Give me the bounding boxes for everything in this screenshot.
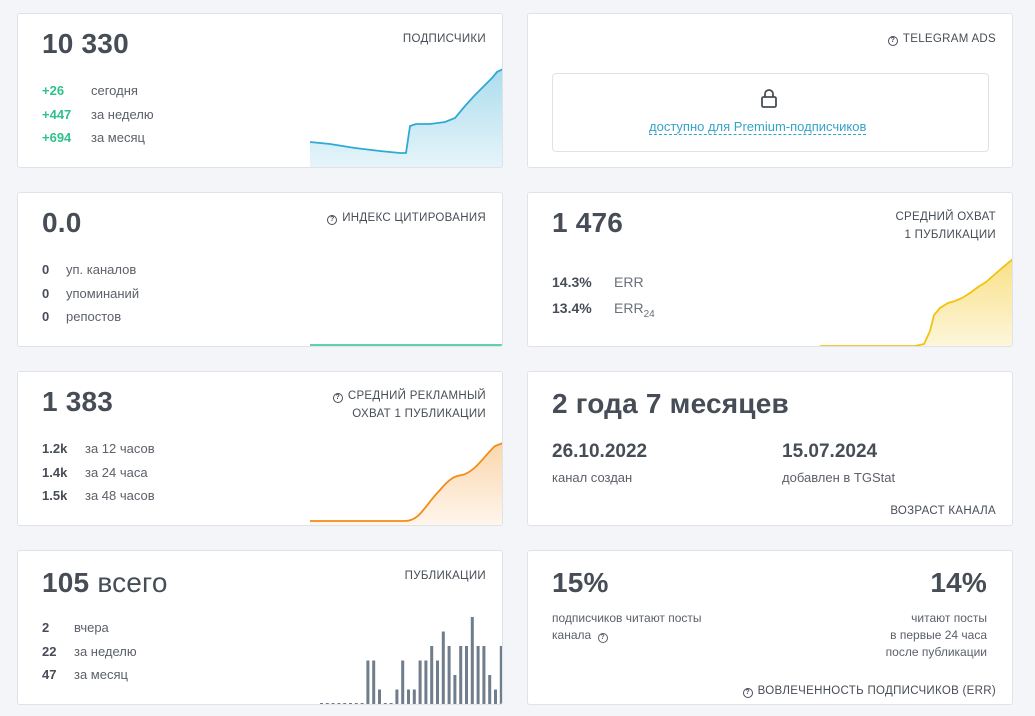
created-date: 26.10.2022 — [552, 441, 648, 462]
added-date: 15.07.2024 — [782, 441, 878, 462]
citation-label: ? ИНДЕКС ЦИТИРОВАНИЯ — [327, 209, 486, 227]
citation-mentions: 0 упоминаний — [42, 286, 140, 301]
engagement-card[interactable]: 15% подписчиков читают посты канала ? 14… — [527, 550, 1013, 705]
ad-reach-sparkline — [310, 442, 502, 525]
channel-age-value: 2 года 7 месяцев — [552, 388, 789, 419]
publication-bar — [482, 646, 486, 704]
engagement-label: ? ВОВЛЕЧЕННОСТЬ ПОДПИСЧИКОВ (ERR) — [742, 682, 996, 700]
publication-bar-empty — [320, 703, 323, 704]
publication-bar — [447, 646, 451, 704]
question-icon: ? — [742, 688, 753, 698]
publication-bar — [436, 660, 439, 704]
publications-card[interactable]: 105 всего ПУБЛИКАЦИИ 2 вчера 22 за неделю … — [17, 550, 503, 705]
question-icon: ? — [327, 215, 338, 225]
publication-bar — [418, 660, 422, 704]
premium-link[interactable]: доступно для Premium-подписчиков — [649, 119, 867, 135]
citation-card[interactable]: 0.0 ? ИНДЕКС ЦИТИРОВАНИЯ 0 уп. каналов 0 уп… — [17, 192, 503, 347]
subscribers-today: +26 сегодня — [42, 83, 138, 98]
ad-reach-label: ? СРЕДНИЙ РЕКЛАМНЫЙ ОХВАТ 1 ПУБЛИКАЦИИ — [332, 387, 486, 423]
publication-bar — [372, 660, 376, 704]
publications-month: 47 за месяц — [42, 667, 128, 682]
ad-reach-value: 1 383 — [42, 386, 114, 417]
subscribers-month: +694 за месяц — [42, 130, 145, 145]
subscribers-label: ПОДПИСЧИКИ — [402, 33, 486, 45]
publication-bar — [395, 689, 399, 704]
subscribers-card[interactable]: 10 330 ПОДПИСЧИКИ +26 сегодня +447 за неде… — [17, 13, 503, 168]
publication-bar — [401, 660, 405, 704]
publications-total: 105 всего — [42, 567, 168, 598]
subscribers-week: +447 за неделю — [42, 107, 154, 122]
publication-bar-empty — [360, 703, 364, 704]
publication-bar — [412, 689, 416, 704]
publication-bar — [494, 689, 497, 704]
citation-reposts: 0 репостов — [42, 309, 122, 324]
question-icon: ? — [887, 36, 898, 46]
publication-bar — [459, 646, 463, 704]
created-label: канал создан — [552, 470, 633, 485]
engagement-right-value: 14% — [930, 567, 987, 598]
avg-reach-label: СРЕДНИЙ ОХВАТ 1 ПУБЛИКАЦИИ — [895, 211, 996, 241]
publication-bar — [476, 646, 480, 704]
engagement-right-text: читают посты в первые 24 часа после публ… — [885, 611, 987, 659]
publication-bar-empty — [337, 703, 341, 704]
subscribers-sparkline — [310, 68, 502, 167]
avg-reach-card[interactable]: 1 476 СРЕДНИЙ ОХВАТ 1 ПУБЛИКАЦИИ 14.3% ER… — [527, 192, 1013, 347]
citation-index-value: 0.0 — [42, 207, 82, 238]
avg-reach-value: 1 476 — [552, 207, 624, 238]
question-icon[interactable]: ? — [597, 633, 608, 643]
premium-box: доступно для Premium-подписчиков — [552, 73, 989, 152]
publication-bar — [366, 660, 370, 704]
subscribers-count: 10 330 — [42, 28, 129, 59]
publication-bar — [465, 646, 468, 704]
channel-age-label: ВОЗРАСТ КАНАЛА — [890, 505, 996, 517]
question-icon: ? — [332, 393, 343, 403]
publication-bar — [499, 646, 502, 704]
citation-channels: 0 уп. каналов — [42, 262, 137, 277]
ad-reach-48h: 1.5k за 48 часов — [42, 488, 155, 503]
publication-bar — [470, 617, 474, 704]
publications-bar-chart — [320, 617, 502, 704]
publication-bar — [424, 660, 428, 704]
added-label: добавлен в TGStat — [782, 470, 896, 485]
ad-reach-24h: 1.4k за 24 часа — [42, 465, 148, 480]
publication-bar — [488, 675, 492, 704]
engagement-left-text: подписчиков читают посты канала ? — [552, 611, 702, 643]
publication-bar-empty — [343, 703, 347, 704]
ad-reach-card[interactable]: 1 383 ? СРЕДНИЙ РЕКЛАМНЫЙ ОХВАТ 1 ПУБЛИКА… — [17, 371, 503, 526]
publication-bar-empty — [354, 703, 358, 704]
err24-row: 13.4% ERR24 — [552, 300, 655, 320]
ad-reach-12h: 1.2k за 12 часов — [42, 441, 155, 456]
publication-bar-empty — [383, 703, 387, 704]
publication-bar-empty — [389, 703, 393, 704]
lock-icon — [761, 89, 777, 108]
channel-age-card[interactable]: 2 года 7 месяцев 26.10.2022 канал создан… — [527, 371, 1013, 526]
publication-bar — [407, 689, 410, 704]
publication-bar-empty — [331, 703, 335, 704]
avg-reach-sparkline — [820, 258, 1012, 346]
publication-bar — [441, 631, 445, 704]
engagement-left-value: 15% — [552, 567, 609, 598]
publication-bar-empty — [349, 703, 352, 704]
citation-sparkline — [310, 344, 502, 346]
err-row: 14.3% ERR — [552, 274, 644, 290]
telegram-ads-label: ? TELEGRAM ADS — [887, 30, 996, 48]
publication-bar-empty — [325, 703, 329, 704]
publication-bar — [378, 689, 381, 704]
telegram-ads-card[interactable]: ? TELEGRAM ADS доступно для Premium-подпи… — [527, 13, 1013, 168]
publications-label: ПУБЛИКАЦИИ — [404, 570, 486, 582]
publication-bar — [430, 646, 434, 704]
publication-bar — [453, 675, 457, 704]
publications-yesterday: 2 вчера — [42, 620, 109, 635]
publications-week: 22 за неделю — [42, 644, 137, 659]
